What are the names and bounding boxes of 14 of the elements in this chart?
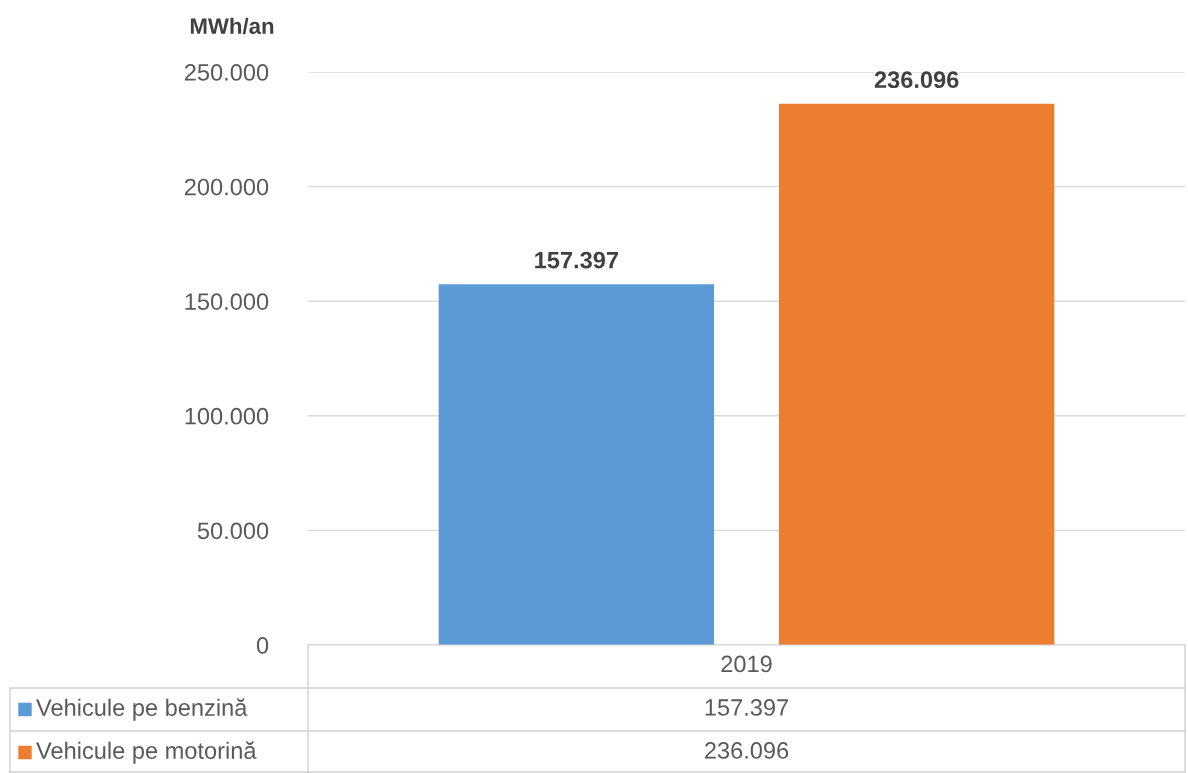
y-tick-label: 150.000 [185, 293, 269, 310]
text: 236.096 [705, 742, 789, 759]
y-tick-label: 100.000 [185, 407, 269, 425]
text: 157.397 [705, 699, 788, 716]
y-tick-label: 200.000 [184, 178, 269, 196]
y-tick-label: 0 [256, 637, 269, 654]
data-label: 236.096 [874, 71, 959, 89]
data-label: 157.397 [535, 251, 618, 269]
y-tick-label: 250.000 [184, 64, 269, 81]
y-axis-title: MWh/an [190, 17, 274, 35]
legend-label: Vehicule pe benzină [36, 698, 248, 721]
legend-label: Vehicule pe motorină [36, 741, 257, 764]
y-tick-label: 50.000 [197, 522, 269, 540]
x-tick-label: 2019 [721, 655, 772, 673]
